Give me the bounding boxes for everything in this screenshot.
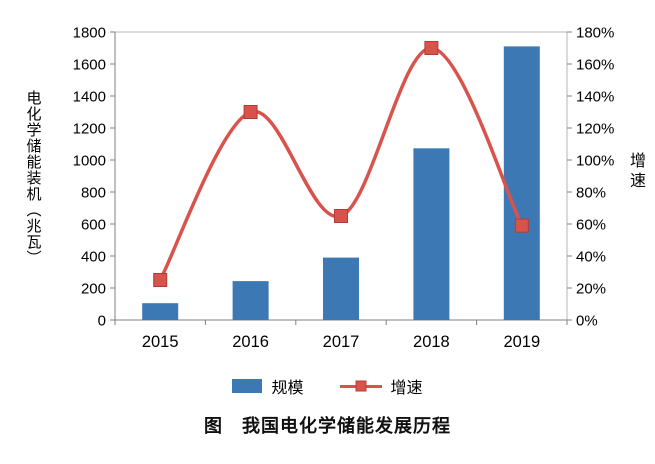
legend-item-scale: 规模 (232, 374, 304, 398)
axis-ticks: 0 200 400 600 800 1000 1200 1400 1600 1800 0% 20% 40… (73, 24, 615, 329)
right-tick-label: 160% (576, 56, 614, 73)
right-axis-title: 增速 (627, 152, 644, 192)
left-tick-label: 1400 (73, 88, 106, 105)
bar (142, 303, 179, 320)
right-tick-label: 0% (576, 312, 598, 329)
line-marker (514, 218, 529, 233)
growth-line (158, 46, 524, 282)
x-tick-label: 2019 (503, 333, 540, 351)
right-tick-label: 100% (576, 152, 614, 169)
x-tick-label: 2017 (323, 333, 360, 351)
legend-line-swatch-icon (339, 380, 382, 392)
chart-plot: 0 200 400 600 800 1000 1200 1400 1600 1800 0% 20% 40… (73, 24, 615, 351)
right-tick-label: 120% (576, 120, 614, 137)
left-tick-label: 800 (81, 184, 106, 201)
legend: 规模 增速 (0, 374, 655, 398)
left-tick-label: 1000 (73, 152, 106, 169)
left-tick-label: 1200 (73, 120, 106, 137)
legend-bar-swatch-icon (232, 379, 263, 393)
line-marker (153, 273, 168, 287)
x-tick-label: 2016 (232, 333, 269, 351)
left-tick-label: 1800 (73, 24, 106, 41)
x-tick-label: 2015 (142, 333, 179, 351)
right-tick-label: 20% (576, 280, 606, 297)
right-tick-label: 80% (576, 184, 606, 201)
line-marker (243, 105, 258, 119)
legend-item-growth: 增速 (339, 374, 423, 398)
legend-line-marker-icon (355, 380, 366, 392)
figure-caption: 图 我国电化学储能发展历程 (204, 416, 451, 436)
left-axis-title: 电化学储能装机（兆瓦） (24, 90, 42, 266)
left-tick-label: 1600 (73, 56, 106, 73)
line-marker (424, 41, 439, 55)
right-tick-label: 180% (576, 24, 614, 41)
bar-series (142, 46, 540, 321)
left-tick-label: 0 (98, 312, 106, 329)
left-tick-label: 600 (81, 216, 106, 233)
x-tick-label: 2018 (413, 333, 450, 351)
right-tick-label: 140% (576, 88, 614, 105)
right-tick-label: 60% (576, 216, 606, 233)
bar (503, 46, 540, 321)
legend-label-scale: 规模 (271, 380, 304, 397)
bar (323, 257, 359, 320)
line-marker (334, 209, 348, 223)
legend-label-growth: 增速 (390, 380, 423, 397)
left-tick-label: 400 (81, 248, 106, 265)
left-tick-label: 200 (81, 280, 106, 297)
bar (232, 281, 269, 320)
bar (413, 148, 450, 320)
right-tick-label: 40% (576, 248, 606, 265)
